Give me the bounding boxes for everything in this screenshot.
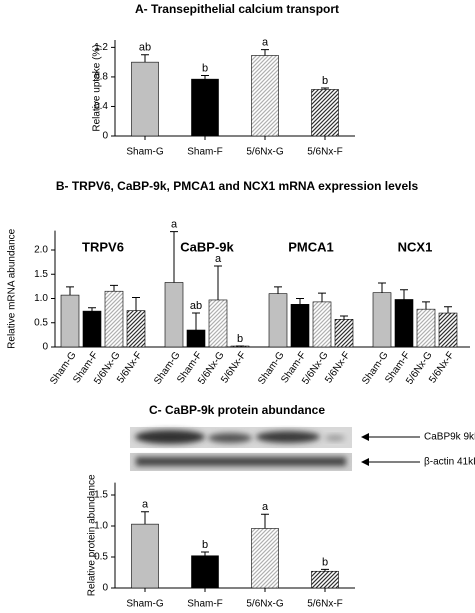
error-bar bbox=[261, 49, 269, 56]
bar bbox=[104, 290, 124, 348]
bar bbox=[268, 293, 288, 348]
bar bbox=[290, 304, 310, 348]
y-axis-label: Relative uptake (%) bbox=[92, 44, 103, 131]
error-bar bbox=[274, 286, 282, 294]
bar bbox=[251, 55, 279, 137]
error-bar bbox=[132, 297, 140, 311]
blot-band bbox=[208, 433, 252, 443]
error-bar bbox=[88, 307, 96, 312]
error-bar bbox=[192, 312, 200, 331]
bar bbox=[251, 528, 279, 589]
error-bar bbox=[66, 286, 74, 296]
x-tick-label: 5/6Nx-F bbox=[307, 147, 343, 158]
x-tick-label: Sham-G bbox=[126, 599, 163, 610]
bar-label: b bbox=[322, 75, 328, 87]
bar bbox=[208, 299, 228, 348]
group-label: CaBP-9k bbox=[180, 239, 234, 254]
error-bar bbox=[201, 74, 209, 80]
bar-label: a bbox=[215, 253, 222, 265]
y-tick-label: 0 bbox=[42, 342, 48, 353]
bar bbox=[126, 310, 146, 348]
bar bbox=[438, 312, 458, 348]
bar bbox=[311, 570, 339, 589]
bar bbox=[131, 61, 159, 137]
bar bbox=[60, 294, 80, 348]
chart-title: C- CaBP-9k protein abundance bbox=[149, 403, 325, 417]
x-tick-label: 5/6Nx-F bbox=[307, 599, 343, 610]
error-bar bbox=[261, 513, 269, 529]
error-bar bbox=[321, 568, 329, 572]
blot-label: CaBP9k 9kDa bbox=[424, 432, 475, 443]
blot-band bbox=[325, 435, 345, 441]
bar-label: b bbox=[202, 539, 208, 551]
group-label: PMCA1 bbox=[288, 239, 334, 254]
bar bbox=[372, 292, 392, 348]
error-bar bbox=[201, 551, 209, 556]
bar bbox=[164, 282, 184, 348]
bar-label: a bbox=[171, 218, 178, 230]
error-bar bbox=[400, 289, 408, 300]
group-label: NCX1 bbox=[398, 239, 433, 254]
y-tick-label: 1.5 bbox=[34, 269, 48, 280]
y-tick-label: 1.5 bbox=[94, 490, 108, 501]
error-bar bbox=[296, 298, 304, 305]
error-bar bbox=[141, 54, 149, 63]
blot-band bbox=[256, 431, 320, 443]
y-tick-label: 0 bbox=[102, 583, 108, 594]
error-bar bbox=[110, 284, 118, 292]
y-axis-label: Relative protein abundance bbox=[87, 474, 98, 596]
error-bar bbox=[214, 265, 222, 300]
bar bbox=[191, 78, 219, 137]
error-bar bbox=[378, 282, 386, 293]
chart-title: B- TRPV6, CaBP-9k, PMCA1 and NCX1 mRNA e… bbox=[56, 179, 419, 193]
group-label: TRPV6 bbox=[82, 239, 124, 254]
x-tick-label: 5/6Nx-G bbox=[246, 599, 283, 610]
y-tick-label: 2.0 bbox=[34, 245, 48, 256]
bar bbox=[311, 89, 339, 137]
bar bbox=[312, 301, 332, 348]
bar bbox=[416, 308, 436, 348]
y-tick-label: 0.5 bbox=[34, 317, 48, 328]
x-tick-label: Sham-G bbox=[126, 147, 163, 158]
x-tick-label: Sham-F bbox=[187, 599, 223, 610]
error-bar bbox=[340, 315, 348, 320]
bar-label: b bbox=[237, 333, 243, 345]
bar-label: a bbox=[142, 499, 149, 511]
y-tick-label: 0.8 bbox=[94, 72, 108, 83]
y-tick-label: 0.5 bbox=[94, 552, 108, 563]
bar bbox=[334, 319, 354, 348]
x-tick-label: 5/6Nx-G bbox=[246, 147, 283, 158]
bar bbox=[186, 329, 206, 348]
y-axis-label: Relative mRNA abundance bbox=[7, 228, 18, 349]
blot-band bbox=[135, 430, 205, 444]
error-bar bbox=[141, 511, 149, 525]
chart-title: A- Transepithelial calcium transport bbox=[135, 2, 339, 16]
bar bbox=[191, 555, 219, 589]
bar bbox=[131, 523, 159, 589]
bar bbox=[394, 299, 414, 348]
y-tick-label: 1.0 bbox=[34, 293, 48, 304]
bar-label: a bbox=[262, 501, 269, 513]
bar-label: b bbox=[202, 62, 208, 74]
y-tick-label: 1.2 bbox=[94, 42, 108, 53]
error-bar bbox=[321, 87, 329, 90]
y-tick-label: 0 bbox=[102, 131, 108, 142]
western-blot: CaBP9k 9kDa β-actin 41kDa bbox=[130, 427, 475, 471]
error-bar bbox=[318, 292, 326, 302]
blot-label: β-actin 41kDa bbox=[424, 457, 475, 468]
bar-label: ab bbox=[190, 300, 202, 312]
y-tick-label: 1.0 bbox=[94, 521, 108, 532]
x-tick-label: Sham-F bbox=[187, 147, 223, 158]
bar-label: b bbox=[322, 556, 328, 568]
error-bar bbox=[444, 306, 452, 314]
bar-label: a bbox=[262, 37, 269, 49]
bar-label: ab bbox=[139, 42, 151, 54]
error-bar bbox=[170, 231, 178, 283]
y-tick-label: 0.4 bbox=[94, 101, 108, 112]
blot-band bbox=[136, 457, 346, 466]
error-bar bbox=[422, 301, 430, 310]
bar bbox=[82, 310, 102, 348]
